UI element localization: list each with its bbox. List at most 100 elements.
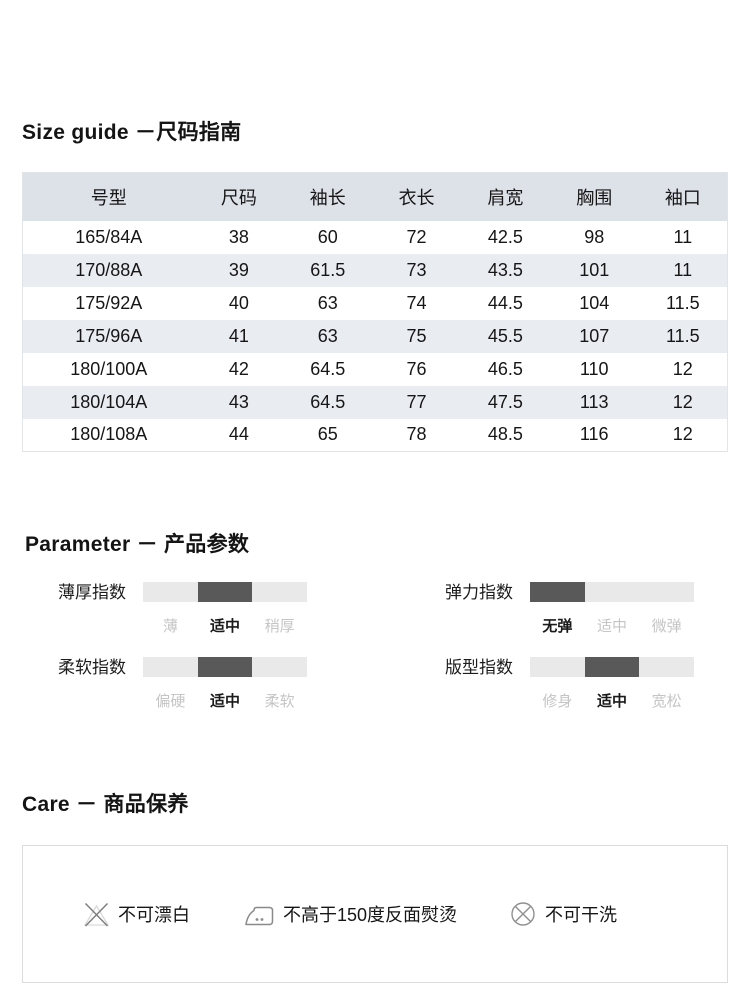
size-table-header-cell: 袖口 bbox=[664, 187, 701, 208]
param-bar bbox=[143, 657, 308, 677]
size-table-cell: 170/88A bbox=[75, 259, 143, 280]
size-table-row: 175/96A 41 63 75 45.5 107 11.5 bbox=[22, 319, 728, 353]
size-table-row: 180/108A 44 65 78 48.5 116 12 bbox=[22, 418, 728, 452]
bar-segment bbox=[639, 582, 695, 602]
size-table-header-cell: 号型 bbox=[90, 187, 127, 208]
bar-segment bbox=[143, 657, 198, 677]
size-table-cell: 180/104A bbox=[70, 391, 148, 412]
size-table-cell: 65 bbox=[317, 424, 338, 445]
bar-segment bbox=[530, 582, 585, 602]
param-bar bbox=[143, 582, 308, 602]
param-option: 适中 bbox=[597, 618, 628, 635]
size-table-row: 175/92A 40 63 74 44.5 104 11.5 bbox=[22, 286, 728, 320]
size-table-cell: 64.5 bbox=[310, 358, 346, 379]
size-table-cell: 78 bbox=[406, 424, 427, 445]
size-table-cell: 77 bbox=[406, 391, 427, 412]
size-table-cell: 180/100A bbox=[70, 358, 148, 379]
param-option: 适中 bbox=[597, 693, 628, 710]
bar-segment bbox=[530, 657, 585, 677]
size-table-row: 165/84A 38 60 72 42.5 98 11 bbox=[22, 220, 728, 254]
param-option: 柔软 bbox=[264, 693, 295, 710]
param-bar-wrap: 薄 适中 稍厚 bbox=[143, 582, 308, 636]
size-table-cell: 39 bbox=[228, 259, 249, 280]
care-item-label: 不高于150度反面熨烫 bbox=[283, 905, 458, 925]
bar-segment bbox=[584, 582, 640, 602]
param-item-elasticity: 弹力指数 无弹 适中 微弹 bbox=[445, 582, 695, 636]
param-option: 宽松 bbox=[651, 693, 682, 710]
parameter-title: Parameter － 产品参数 bbox=[25, 533, 250, 556]
care-title: Care － 商品保养 bbox=[22, 793, 189, 816]
param-options: 薄 适中 稍厚 bbox=[143, 615, 307, 636]
size-table-cell: 46.5 bbox=[487, 358, 523, 379]
size-table-cell: 38 bbox=[228, 226, 249, 247]
param-item-softness: 柔软指数 偏硬 适中 柔软 bbox=[58, 657, 308, 711]
size-table-cell: 12 bbox=[672, 358, 693, 379]
size-table-cell: 47.5 bbox=[487, 391, 523, 412]
param-label: 薄厚指数 bbox=[58, 583, 126, 602]
size-table-header-cell: 尺码 bbox=[220, 187, 257, 208]
size-table-cell: 42.5 bbox=[487, 226, 523, 247]
bar-segment bbox=[197, 582, 253, 602]
param-option: 薄 bbox=[162, 618, 178, 635]
size-table-header-cell: 袖长 bbox=[309, 187, 346, 208]
size-table-cell: 175/96A bbox=[75, 325, 143, 346]
param-option: 微弹 bbox=[651, 618, 682, 635]
size-table-body: 165/84A 38 60 72 42.5 98 11 170/88A 39 61.5 73 43.5… bbox=[22, 220, 728, 452]
size-table-cell: 12 bbox=[672, 424, 693, 445]
size-table-row: 180/100A 42 64.5 76 46.5 110 12 bbox=[22, 352, 728, 386]
size-table-cell: 11 bbox=[673, 226, 693, 247]
param-item-fit: 版型指数 修身 适中 宽松 bbox=[445, 657, 695, 711]
size-table-cell: 72 bbox=[406, 226, 427, 247]
param-label: 版型指数 bbox=[445, 658, 513, 677]
size-table-cell: 75 bbox=[406, 325, 427, 346]
size-table-cell: 45.5 bbox=[487, 325, 523, 346]
param-option: 无弹 bbox=[542, 618, 573, 635]
size-table-cell: 11.5 bbox=[665, 325, 700, 346]
size-table-cell: 165/84A bbox=[75, 226, 143, 247]
size-table-cell: 180/108A bbox=[70, 424, 148, 445]
param-option: 修身 bbox=[542, 693, 573, 710]
size-table-cell: 43.5 bbox=[487, 259, 523, 280]
size-table-cell: 175/92A bbox=[75, 292, 143, 313]
param-label: 弹力指数 bbox=[445, 583, 513, 602]
size-table-cell: 11 bbox=[673, 259, 693, 280]
param-bar-wrap: 无弹 适中 微弹 bbox=[530, 582, 695, 636]
param-options: 修身 适中 宽松 bbox=[530, 690, 694, 711]
size-table-header-cell: 衣长 bbox=[398, 187, 435, 208]
param-bar-wrap: 偏硬 适中 柔软 bbox=[143, 657, 308, 711]
size-table-cell: 98 bbox=[584, 226, 605, 247]
bar-segment bbox=[197, 657, 253, 677]
size-guide-title: Size guide －尺码指南 bbox=[22, 121, 242, 144]
size-table-header-cell: 胸围 bbox=[576, 187, 613, 208]
size-table-cell: 11.5 bbox=[665, 292, 700, 313]
param-option: 稍厚 bbox=[264, 618, 295, 635]
size-table-row: 170/88A 39 61.5 73 43.5 101 11 bbox=[22, 253, 728, 287]
bar-segment bbox=[252, 582, 308, 602]
size-table-cell: 42 bbox=[228, 358, 249, 379]
size-table-cell: 113 bbox=[579, 391, 609, 412]
size-table-header-row: 号型 尺码 袖长 衣长 肩宽 胸围 袖口 bbox=[22, 172, 728, 221]
iron-max-150-icon bbox=[245, 906, 274, 926]
param-options: 偏硬 适中 柔软 bbox=[143, 690, 307, 711]
size-table-row: 180/104A 43 64.5 77 47.5 113 12 bbox=[22, 385, 728, 419]
size-table-cell: 40 bbox=[228, 292, 249, 313]
care-item-no-dryclean: 不可干洗 bbox=[509, 900, 617, 928]
size-table-cell: 116 bbox=[579, 424, 609, 445]
size-table-cell: 60 bbox=[317, 226, 338, 247]
param-bar bbox=[530, 582, 695, 602]
param-bar-wrap: 修身 适中 宽松 bbox=[530, 657, 695, 711]
size-table-cell: 12 bbox=[672, 391, 693, 412]
bar-segment bbox=[252, 657, 308, 677]
size-table-cell: 107 bbox=[579, 325, 610, 346]
size-table-cell: 76 bbox=[406, 358, 427, 379]
param-options: 无弹 适中 微弹 bbox=[530, 615, 694, 636]
param-option: 偏硬 bbox=[155, 693, 186, 710]
size-table-cell: 44 bbox=[228, 424, 249, 445]
size-table-cell: 44.5 bbox=[487, 292, 523, 313]
care-item-label: 不可干洗 bbox=[545, 905, 618, 925]
size-table-cell: 110 bbox=[579, 358, 609, 379]
param-bar bbox=[530, 657, 695, 677]
size-table-cell: 63 bbox=[317, 325, 338, 346]
do-not-dryclean-icon bbox=[511, 902, 535, 926]
care-box: 不可漂白 不高于150度反面熨烫 不可干洗 bbox=[22, 845, 728, 983]
